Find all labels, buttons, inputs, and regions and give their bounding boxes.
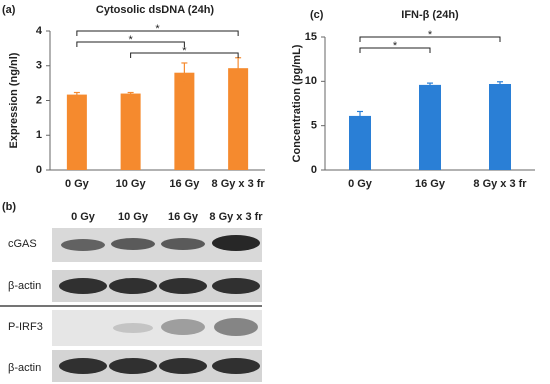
x-tick-label: 16 Gy	[415, 178, 446, 190]
band	[212, 235, 260, 251]
blot-images	[0, 228, 262, 382]
error-bar	[497, 81, 503, 87]
significance-label: *	[128, 34, 133, 46]
significance-label: *	[428, 29, 433, 41]
y-tick-label: 0	[311, 164, 317, 176]
band	[61, 239, 105, 251]
significance-bracket	[359, 47, 431, 53]
band	[59, 358, 107, 374]
row-label: P-IRF3	[8, 321, 43, 333]
x-tick-label: 0 Gy	[65, 178, 90, 190]
significance-bracket	[359, 36, 501, 42]
error-bar	[357, 110, 363, 121]
chart-title: Cytosolic dsDNA (24h)	[96, 4, 215, 16]
error-bar	[181, 62, 188, 84]
panel-label: (b)	[2, 201, 16, 213]
band	[212, 278, 260, 294]
band	[109, 358, 157, 374]
x-tick-label: 8 Gy x 3 fr	[473, 178, 527, 190]
x-tick-label: 16 Gy	[169, 178, 200, 190]
y-tick-label: 0	[36, 164, 42, 176]
y-tick-label: 2	[36, 94, 42, 106]
error-bar	[73, 91, 80, 98]
significance-bracket	[130, 52, 239, 58]
significance-bracket	[76, 30, 239, 36]
row-label: cGAS	[8, 238, 37, 250]
band	[161, 319, 205, 335]
row-label: β-actin	[8, 362, 41, 374]
y-tick-label: 1	[36, 129, 42, 141]
error-bar	[427, 82, 433, 88]
panel-label: (a)	[2, 4, 16, 16]
x-tick-label: 0 Gy	[348, 178, 373, 190]
bar	[228, 68, 249, 170]
error-bar	[127, 91, 134, 96]
y-tick-label: 3	[36, 60, 42, 72]
significance-label: *	[393, 40, 398, 52]
band	[159, 358, 207, 374]
y-tick-label: 15	[305, 31, 317, 43]
x-tick-label: 8 Gy x 3 fr	[212, 178, 266, 190]
significance-label: *	[155, 23, 160, 35]
chart-title: IFN-β (24h)	[401, 9, 459, 21]
bar	[419, 84, 441, 170]
y-axis-title: Concentration (pg/mL)	[291, 44, 303, 162]
column-label: 10 Gy	[118, 211, 149, 223]
row-label: β-actin	[8, 280, 41, 292]
significance-label: *	[182, 45, 187, 57]
x-tick-label: 10 Gy	[116, 178, 147, 190]
band	[59, 278, 107, 294]
band	[159, 278, 207, 294]
bar	[489, 83, 511, 170]
significance-bracket	[76, 41, 185, 47]
y-axis-title: Expression (ng/nl)	[8, 52, 20, 148]
band	[109, 278, 157, 294]
band	[113, 323, 153, 333]
bar	[174, 72, 195, 170]
column-label: 8 Gy x 3 fr	[209, 211, 263, 223]
band	[212, 358, 260, 374]
band	[161, 238, 205, 250]
y-tick-label: 10	[305, 75, 317, 87]
bar	[349, 115, 371, 170]
column-label: 16 Gy	[168, 211, 199, 223]
y-tick-label: 5	[311, 120, 317, 132]
bar	[120, 93, 141, 170]
band	[111, 238, 155, 250]
band	[214, 318, 258, 336]
bar	[66, 94, 87, 170]
y-tick-label: 4	[36, 25, 43, 37]
column-label: 0 Gy	[71, 211, 96, 223]
panel-label: (c)	[310, 9, 324, 21]
